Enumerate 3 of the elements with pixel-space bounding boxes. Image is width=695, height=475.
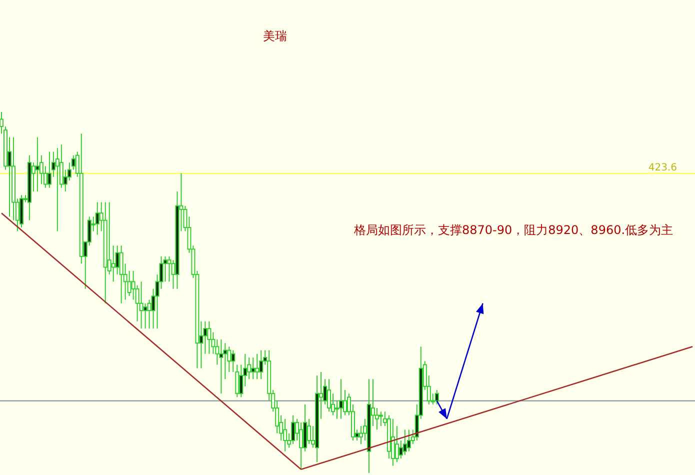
annotation: 格局如图所示，支撑8870-90，阻力8920、8960.低多为主 (353, 223, 674, 237)
chart-title: 美瑞 (263, 29, 287, 43)
annotation: 423.6 (648, 162, 677, 174)
